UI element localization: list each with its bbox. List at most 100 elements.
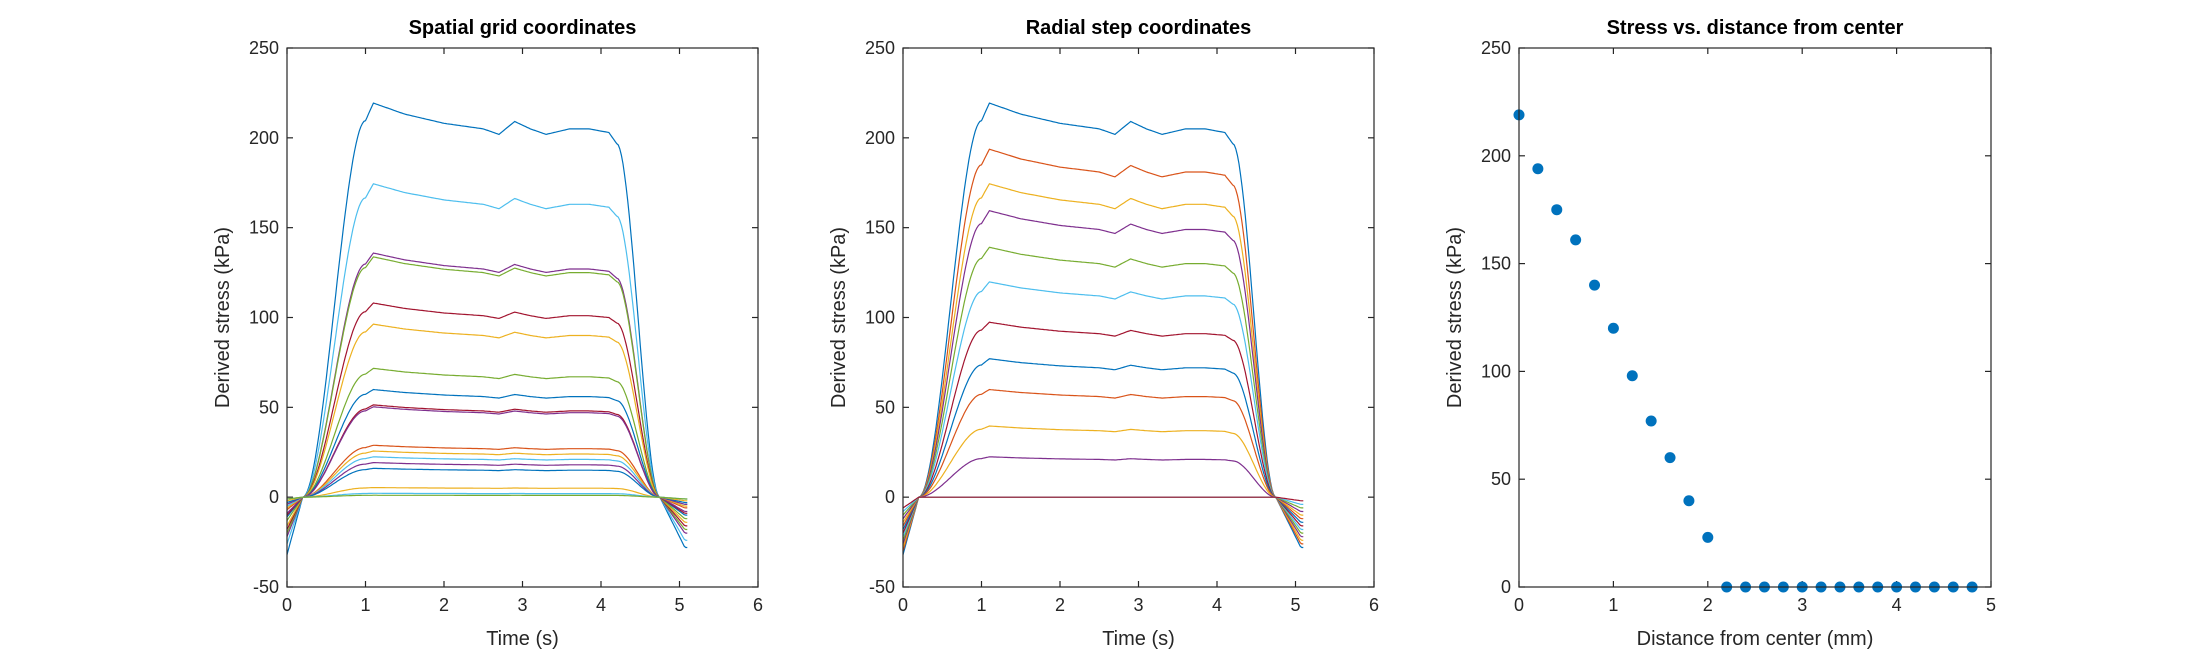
panel-stress-distance-ytick-label: 150	[1481, 254, 1511, 274]
panel-spatial-grid-series-line	[286, 256, 688, 534]
panel-radial-step-series-line	[902, 102, 1304, 555]
panel-radial-step-series-line	[902, 321, 1304, 534]
panel-stress-distance-ytick-label: 50	[1491, 469, 1511, 489]
panel-radial-step-lines	[902, 102, 1304, 555]
panel-radial-step-xtick-label: 4	[1212, 595, 1222, 615]
panel-radial-step-xtick-label: 5	[1290, 595, 1300, 615]
panel-spatial-grid-series-line	[286, 183, 688, 545]
panel-radial-step-series-line	[902, 496, 1304, 516]
panel-stress-distance-ytick-label: 250	[1481, 38, 1511, 58]
panel-spatial-grid-series-line	[286, 252, 688, 537]
panel-stress-distance-data-point	[1645, 415, 1657, 427]
panel-spatial-grid-series-line	[286, 102, 688, 555]
panel-spatial-grid-series-line	[286, 467, 688, 504]
panel-spatial-grid-series-line	[286, 388, 688, 518]
panel-spatial-grid-ytick-label: -50	[253, 577, 279, 597]
panel-radial-step-ytick-label: 250	[865, 38, 895, 58]
panel-spatial-grid-xtick-label: 5	[674, 595, 684, 615]
panel-radial-step-series-line	[902, 496, 1304, 512]
panel-stress-distance-data-point	[1570, 234, 1582, 246]
panel-stress-distance-frame	[1518, 47, 1992, 588]
panel-spatial-grid-axes-box	[286, 47, 759, 588]
panel-spatial-grid-series-line	[286, 450, 688, 509]
panel-spatial-grid-xtick-label: 2	[439, 595, 449, 615]
panel-radial-step-series-line	[902, 148, 1304, 552]
panel-stress-distance-data-point	[1664, 452, 1676, 464]
panel-spatial-grid-xtick-label: 3	[517, 595, 527, 615]
panel-spatial-grid-series-line	[286, 487, 688, 502]
panel-spatial-grid-series-line	[286, 494, 688, 500]
panel-spatial-grid-xtick-label: 6	[753, 595, 763, 615]
panel-radial-step-series-line	[902, 388, 1304, 527]
panel-spatial-grid-frame	[286, 47, 759, 588]
panel-spatial-grid-series-line	[286, 404, 688, 516]
panel-spatial-grid-series-line	[286, 444, 688, 511]
panel-stress-distance-ytick-label: 100	[1481, 361, 1511, 381]
panel-stress-distance-data-point	[1626, 370, 1638, 382]
panel-stress-distance-xlabel: Distance from center (mm)	[1637, 628, 1874, 650]
panel-radial-step-xtick-label: 1	[976, 595, 986, 615]
panel-spatial-grid-series-line	[286, 367, 688, 521]
panel-radial-step-xtick-label: 3	[1133, 595, 1143, 615]
panel-stress-distance-title: Stress vs. distance from center	[1607, 17, 1904, 39]
panel-spatial-grid-series-line	[286, 323, 688, 527]
panel-spatial-grid-xtick-label: 0	[282, 595, 292, 615]
panel-spatial-grid-series-line	[286, 406, 688, 514]
panel-stress-distance-data-point	[1551, 204, 1563, 216]
panel-radial-step-ytick-label: 50	[875, 397, 895, 417]
panel-stress-distance-axes-box	[1518, 47, 1992, 588]
panel-radial-step-axes-box	[902, 47, 1375, 588]
panel-spatial-grid-xlabel: Time (s)	[486, 628, 559, 650]
panel-stress-distance-xtick-label: 4	[1892, 595, 1902, 615]
panel-spatial-grid-series-line	[286, 462, 688, 505]
panel-radial-step-xtick-label: 2	[1055, 595, 1065, 615]
panel-radial-step-series-line	[902, 246, 1304, 541]
panel-spatial-grid-ytick-label: 250	[249, 38, 279, 58]
panel-radial-step-xlabel: Time (s)	[1102, 628, 1175, 650]
panel-spatial-grid-title: Spatial grid coordinates	[409, 17, 637, 39]
panel-radial-step-ytick-label: -50	[869, 577, 895, 597]
panel-stress-distance-xtick-label: 5	[1986, 595, 1996, 615]
panel-radial-step-xtick-label: 6	[1369, 595, 1379, 615]
panel-spatial-grid-ytick-label: 50	[259, 397, 279, 417]
panel-spatial-grid-ytick-label: 200	[249, 128, 279, 148]
panel-spatial-grid-ytick-label: 0	[269, 487, 279, 507]
panel-spatial-grid-lines	[286, 102, 688, 555]
panel-spatial-grid-xtick-label: 4	[596, 595, 606, 615]
panel-radial-step-ytick-label: 100	[865, 308, 895, 328]
panel-radial-step-frame	[902, 47, 1375, 588]
panel-stress-distance-data-point	[1532, 163, 1544, 175]
panel-radial-step-series-line	[902, 456, 1304, 520]
panel-spatial-grid-ylabel: Derived stress (kPa)	[212, 227, 234, 408]
panel-radial-step-series-line	[902, 281, 1304, 537]
panel-stress-distance-xtick-label: 2	[1703, 595, 1713, 615]
panel-radial-step-ytick-label: 200	[865, 128, 895, 148]
panel-spatial-grid-ytick-label: 150	[249, 218, 279, 238]
panel-stress-distance-ytick-label: 0	[1501, 577, 1511, 597]
panel-spatial-grid-xtick-label: 1	[360, 595, 370, 615]
panel-stress-distance-points	[1513, 109, 1978, 593]
panel-stress-distance-data-point	[1683, 495, 1695, 507]
panel-radial-step-series-line	[902, 183, 1304, 548]
panel-radial-step-series-line	[902, 210, 1304, 545]
panel-stress-distance-xtick-label: 1	[1608, 595, 1618, 615]
panel-spatial-grid-series-line	[286, 302, 688, 530]
panel-radial-step-ylabel: Derived stress (kPa)	[828, 227, 850, 408]
panel-stress-distance-xtick-label: 0	[1514, 595, 1524, 615]
panel-radial-step-ytick-label: 0	[885, 487, 895, 507]
panel-radial-step-series-line	[902, 496, 1304, 509]
panel-stress-distance-data-point	[1589, 279, 1601, 291]
panel-spatial-grid-series-line	[286, 492, 688, 500]
panel-spatial-grid-ytick-label: 100	[249, 308, 279, 328]
panel-stress-distance-xtick-label: 3	[1797, 595, 1807, 615]
panel-radial-step-series-line	[902, 425, 1304, 523]
panel-stress-distance-ylabel: Derived stress (kPa)	[1444, 227, 1466, 408]
panel-spatial-grid-series-line	[286, 456, 688, 507]
